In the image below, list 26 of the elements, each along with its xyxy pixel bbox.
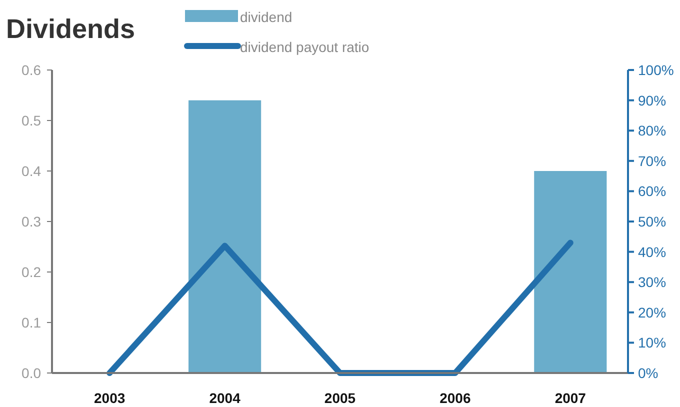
x-tick-label: 2003 <box>94 390 126 406</box>
y2-tick-label: 40% <box>638 244 666 260</box>
y-tick-label: 0.0 <box>22 365 42 381</box>
y-tick-label: 0.6 <box>22 62 42 78</box>
y2-tick-label: 0% <box>638 365 658 381</box>
y2-tick-label: 70% <box>638 152 666 169</box>
y2-tick-label: 20% <box>638 304 666 320</box>
y2-tick-label: 60% <box>638 183 666 200</box>
y2-tick-label: 90% <box>638 92 666 108</box>
y-tick-label: 0.2 <box>22 264 42 280</box>
x-tick-label: 2007 <box>554 390 586 406</box>
y2-tick-label: 100% <box>638 62 674 78</box>
x-tick-label: 2004 <box>209 390 241 406</box>
y-tick-label: 0.4 <box>22 163 42 179</box>
chart-title: Dividends <box>6 14 136 44</box>
y-tick-label: 0.1 <box>22 314 42 330</box>
y-tick-label: 0.3 <box>22 214 42 230</box>
y-tick-label: 0.5 <box>22 112 42 128</box>
y2-tick-label: 50% <box>638 214 666 230</box>
x-tick-label: 2005 <box>324 390 356 406</box>
legend-label: dividend <box>240 9 292 25</box>
legend-label: dividend payout ratio <box>240 39 370 55</box>
y2-tick-label: 30% <box>638 274 666 290</box>
y2-tick-label: 80% <box>638 122 666 139</box>
y2-tick-label: 10% <box>638 334 666 351</box>
x-tick-label: 2006 <box>440 390 471 406</box>
